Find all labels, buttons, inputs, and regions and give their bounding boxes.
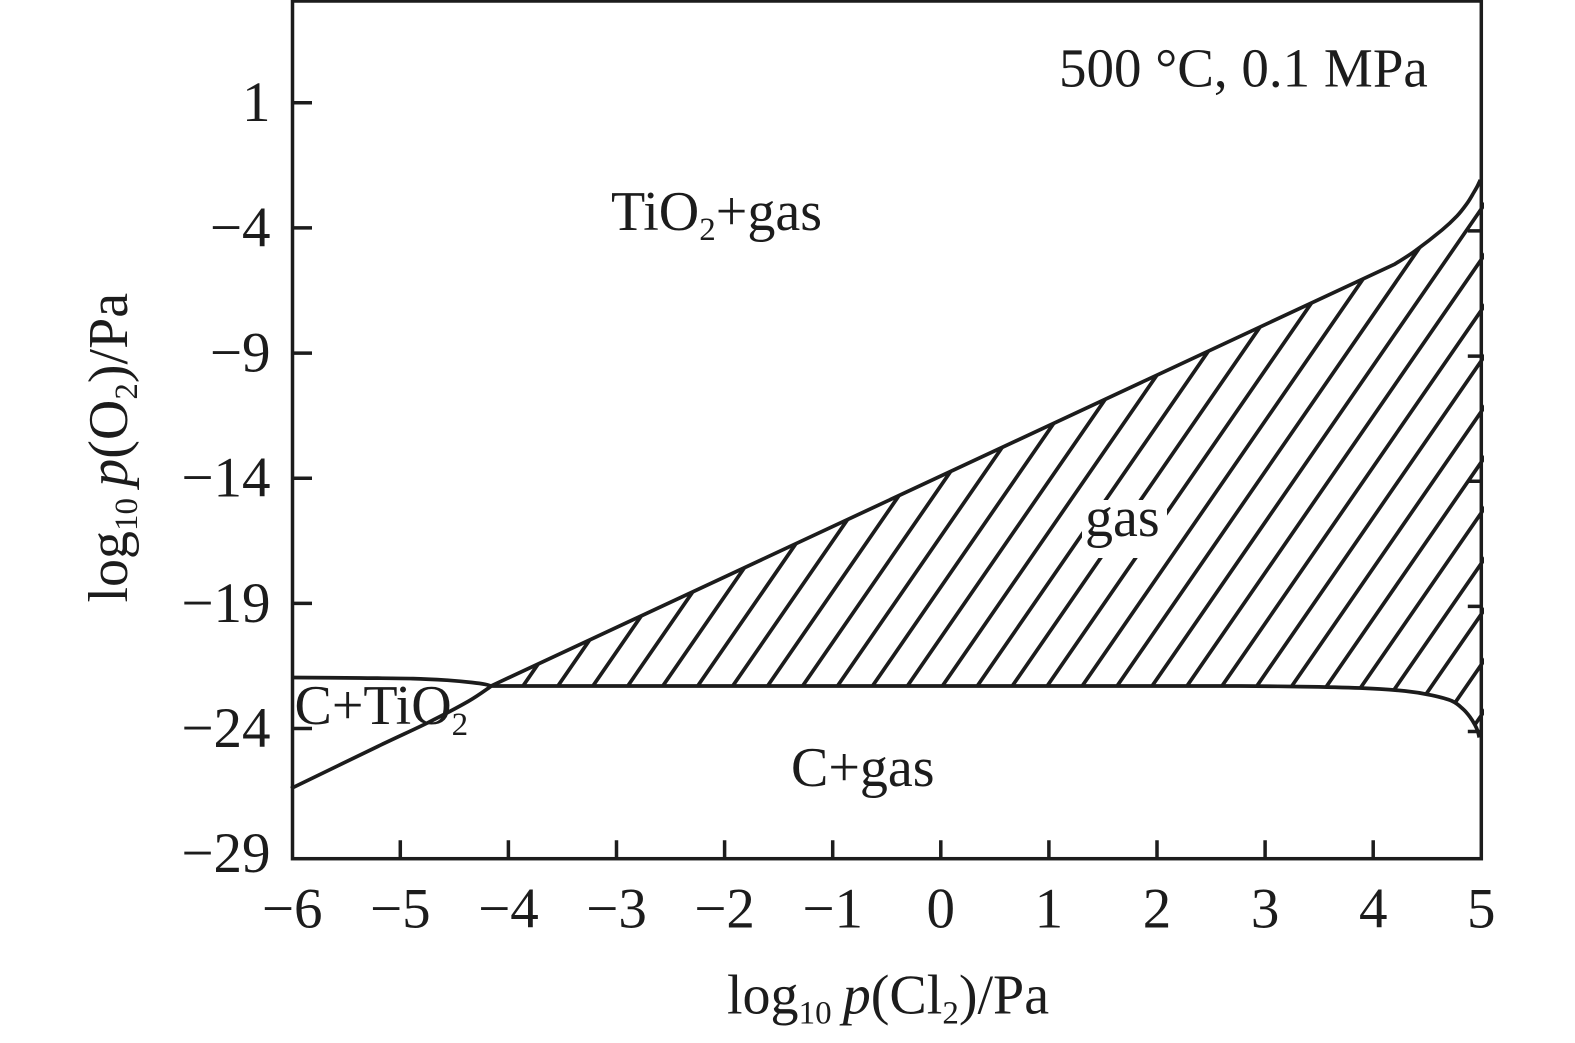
svg-text:C+TiO2: C+TiO2: [295, 675, 469, 743]
svg-text:gas: gas: [1085, 487, 1160, 549]
svg-text:−29: −29: [181, 822, 270, 885]
svg-text:1: 1: [242, 71, 271, 134]
svg-text:−1: −1: [802, 878, 863, 941]
svg-text:−24: −24: [181, 697, 270, 760]
svg-text:−2: −2: [694, 878, 755, 941]
svg-text:4: 4: [1359, 878, 1388, 941]
svg-text:−4: −4: [478, 878, 539, 941]
svg-text:log10 p(O2)/Pa: log10 p(O2)/Pa: [78, 293, 145, 603]
svg-text:TiO2+gas: TiO2+gas: [611, 181, 822, 248]
svg-text:−14: −14: [181, 447, 270, 510]
svg-text:C+gas: C+gas: [791, 737, 935, 799]
svg-text:−5: −5: [370, 878, 431, 941]
svg-text:500 °C, 0.1 MPa: 500 °C, 0.1 MPa: [1059, 38, 1428, 99]
svg-text:1: 1: [1035, 878, 1064, 941]
svg-text:0: 0: [927, 878, 956, 941]
svg-text:−4: −4: [210, 196, 271, 259]
svg-text:−3: −3: [586, 878, 647, 941]
svg-text:5: 5: [1467, 878, 1496, 941]
svg-text:log10 p(Cl2)/Pa: log10 p(Cl2)/Pa: [727, 965, 1049, 1032]
svg-text:−6: −6: [262, 878, 323, 941]
svg-text:−19: −19: [181, 572, 270, 635]
svg-text:−9: −9: [210, 322, 271, 385]
svg-text:3: 3: [1251, 878, 1280, 941]
svg-text:2: 2: [1143, 878, 1172, 941]
